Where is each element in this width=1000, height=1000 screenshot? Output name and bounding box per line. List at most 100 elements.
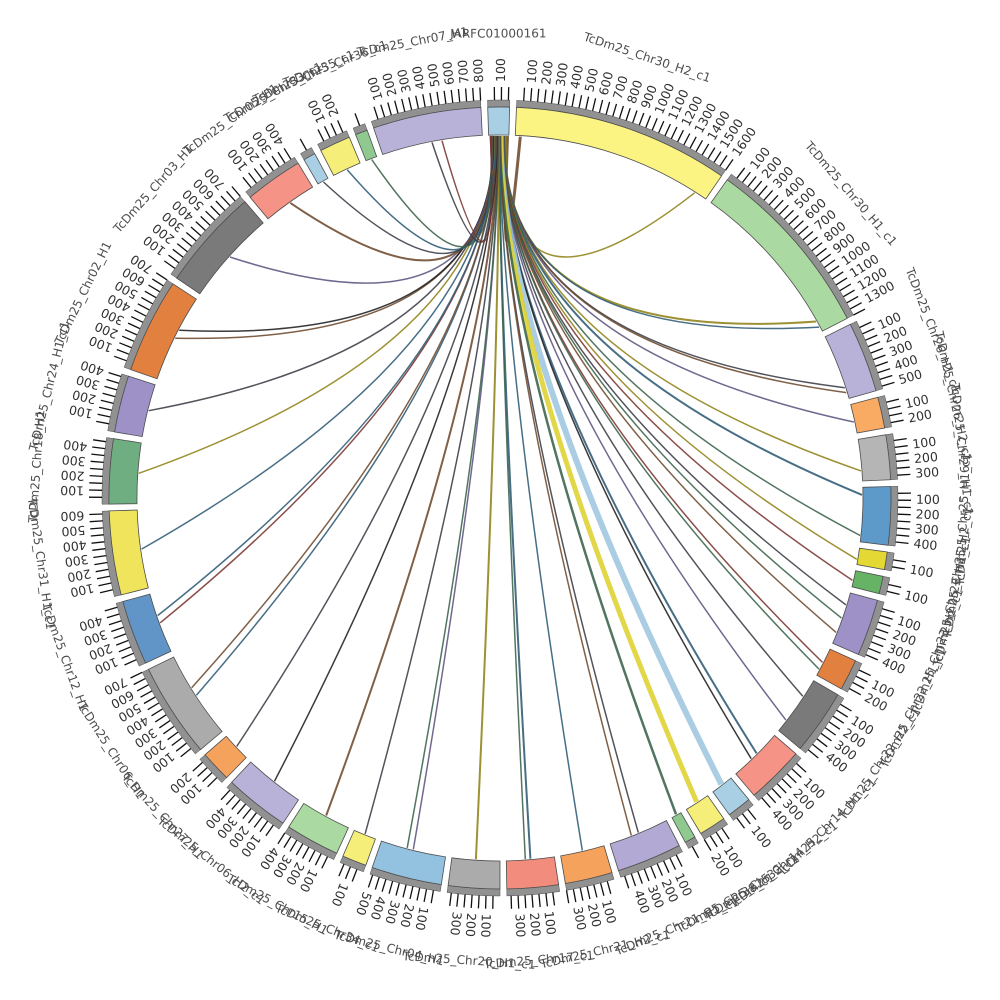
tick-mark <box>215 200 226 211</box>
tick-mark <box>707 147 716 160</box>
sector-band <box>712 777 750 816</box>
tick-mark <box>104 606 118 612</box>
sector-band <box>373 107 483 156</box>
tick-label: 200 <box>379 71 400 98</box>
tick-mark <box>831 271 844 280</box>
sector-band <box>108 509 149 596</box>
tick-label: 200 <box>527 912 544 937</box>
tick-mark <box>253 168 263 180</box>
tick-mark <box>133 678 146 686</box>
link-ribbon <box>498 135 584 851</box>
tick-mark <box>314 853 322 866</box>
tick-mark <box>92 548 106 551</box>
tick-mark <box>176 243 188 253</box>
tick-mark <box>881 381 895 387</box>
tick-label: 200 <box>585 902 605 929</box>
tick-mark <box>93 554 107 559</box>
tick-mark <box>896 459 910 462</box>
tick-label: 500 <box>353 890 375 917</box>
tick-mark <box>121 652 134 659</box>
tick-mark <box>896 534 910 537</box>
tick-label: 700 <box>455 59 472 84</box>
tick-mark <box>670 126 678 140</box>
tick-mark <box>136 684 149 692</box>
tick-mark <box>778 204 789 215</box>
tick-mark <box>98 406 112 411</box>
tick-mark <box>531 894 534 908</box>
tick-mark <box>94 561 108 566</box>
sector-band <box>342 829 376 866</box>
sector-band <box>114 375 156 438</box>
tick-mark <box>449 892 452 906</box>
sector-band <box>859 486 892 546</box>
tick-mark <box>100 399 114 405</box>
tick-mark <box>870 347 884 354</box>
tick-mark <box>477 895 480 909</box>
tick-label: 400 <box>892 352 919 374</box>
tick-mark <box>195 221 206 231</box>
tick-mark <box>766 792 777 804</box>
tick-label: 300 <box>570 905 589 931</box>
link-ribbon <box>273 135 498 782</box>
tick-label: 500 <box>424 62 442 88</box>
tick-mark <box>630 873 637 887</box>
sector-band <box>487 106 511 136</box>
tick-mark <box>106 378 120 384</box>
tick-mark <box>430 890 435 904</box>
sector-name-label: TcDm25_Chr25_H1_c1 <box>953 452 973 587</box>
tick-label: 700 <box>610 74 631 101</box>
tick-label: 200 <box>891 627 919 649</box>
tick-mark <box>828 265 840 274</box>
link-ribbon <box>157 135 497 617</box>
tick-mark <box>793 220 804 230</box>
tick-label: 100 <box>69 581 96 601</box>
tick-mark <box>402 884 407 898</box>
tick-mark <box>151 278 164 287</box>
tick-mark <box>867 341 881 348</box>
tick-mark <box>271 155 280 168</box>
tick-mark <box>715 831 724 844</box>
tick-label: 200 <box>913 449 938 466</box>
tick-mark <box>289 839 298 852</box>
tick-mark <box>703 839 712 852</box>
sector-band <box>850 396 886 434</box>
sector-band <box>816 648 857 690</box>
tick-label: 400 <box>62 537 87 555</box>
tick-label: 300 <box>447 911 464 936</box>
tick-mark <box>877 621 891 627</box>
tick-label: 100 <box>68 402 94 422</box>
tick-mark <box>788 215 799 225</box>
tick-mark <box>259 820 269 833</box>
tick-label: 100 <box>599 898 620 925</box>
tick-mark <box>865 334 878 341</box>
tick-mark <box>158 720 171 729</box>
tick-mark <box>242 176 252 188</box>
link-ribbon <box>159 135 497 624</box>
tick-mark <box>870 641 884 648</box>
tick-mark <box>210 205 221 216</box>
tick-label: 300 <box>914 521 939 538</box>
tick-mark <box>637 871 643 884</box>
tick-mark <box>248 172 258 184</box>
tick-label: 100 <box>909 562 935 581</box>
tick-mark <box>643 868 650 882</box>
tick-mark <box>545 893 549 907</box>
tick-mark <box>231 186 241 197</box>
tick-mark <box>675 854 683 867</box>
tick-mark <box>197 767 208 777</box>
tick-mark <box>725 159 734 171</box>
sector-band <box>735 734 797 796</box>
tick-mark <box>736 167 746 179</box>
tick-mark <box>741 171 751 183</box>
sector-band <box>249 162 314 220</box>
tick-mark <box>144 290 157 299</box>
tick-mark <box>470 894 473 909</box>
tick-label: 100 <box>896 613 923 634</box>
tick-mark <box>168 254 180 264</box>
tick-mark <box>663 860 670 873</box>
sector-band <box>560 845 613 884</box>
tick-mark <box>354 113 361 126</box>
tick-mark <box>846 295 859 304</box>
tick-label: 400 <box>567 64 586 90</box>
